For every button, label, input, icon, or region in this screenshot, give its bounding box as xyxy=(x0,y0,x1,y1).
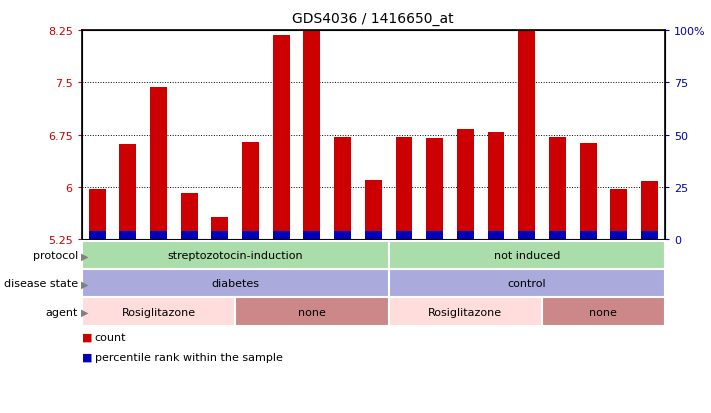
Text: protocol: protocol xyxy=(33,251,78,261)
Bar xyxy=(518,26,535,240)
Bar xyxy=(89,231,105,240)
Bar xyxy=(549,138,566,240)
Bar xyxy=(389,242,665,270)
Bar xyxy=(89,190,105,240)
Text: GDS4036 / 1416650_at: GDS4036 / 1416650_at xyxy=(292,12,454,26)
Text: count: count xyxy=(95,332,126,342)
Text: ▶: ▶ xyxy=(81,307,89,317)
Text: not induced: not induced xyxy=(493,251,560,261)
Bar xyxy=(119,231,137,240)
Bar xyxy=(181,231,198,240)
Bar xyxy=(242,142,259,240)
Bar xyxy=(211,231,228,240)
Bar xyxy=(389,298,542,326)
Bar xyxy=(235,298,389,326)
Bar xyxy=(610,190,627,240)
Bar xyxy=(365,180,382,240)
Text: ▶: ▶ xyxy=(81,279,89,289)
Bar xyxy=(304,26,321,240)
Text: ■: ■ xyxy=(82,352,92,362)
Bar xyxy=(579,231,597,240)
Bar xyxy=(426,139,443,240)
Bar xyxy=(150,88,167,240)
Bar xyxy=(119,144,137,240)
Bar xyxy=(395,138,412,240)
Bar xyxy=(211,217,228,240)
Bar xyxy=(181,194,198,240)
Bar xyxy=(395,231,412,240)
Bar xyxy=(457,130,474,240)
Bar xyxy=(426,231,443,240)
Text: ▶: ▶ xyxy=(81,251,89,261)
Text: agent: agent xyxy=(46,307,78,317)
Bar xyxy=(641,231,658,240)
Bar xyxy=(365,231,382,240)
Bar xyxy=(150,231,167,240)
Bar xyxy=(242,231,259,240)
Bar xyxy=(518,231,535,240)
Text: Rosiglitazone: Rosiglitazone xyxy=(122,307,196,317)
Bar xyxy=(82,242,389,270)
Bar xyxy=(82,298,235,326)
Bar xyxy=(488,231,505,240)
Bar xyxy=(273,36,289,240)
Bar xyxy=(549,231,566,240)
Bar xyxy=(641,182,658,240)
Text: control: control xyxy=(508,279,546,289)
Text: streptozotocin-induction: streptozotocin-induction xyxy=(167,251,303,261)
Text: percentile rank within the sample: percentile rank within the sample xyxy=(95,352,282,362)
Bar xyxy=(579,144,597,240)
Text: disease state: disease state xyxy=(4,279,78,289)
Bar xyxy=(610,231,627,240)
Bar xyxy=(389,270,665,298)
Bar xyxy=(457,231,474,240)
Bar xyxy=(334,231,351,240)
Text: Rosiglitazone: Rosiglitazone xyxy=(428,307,503,317)
Bar xyxy=(273,231,289,240)
Bar xyxy=(304,231,321,240)
Text: ■: ■ xyxy=(82,332,92,342)
Bar xyxy=(82,270,389,298)
Bar xyxy=(542,298,665,326)
Text: none: none xyxy=(298,307,326,317)
Bar xyxy=(488,133,505,240)
Text: diabetes: diabetes xyxy=(211,279,260,289)
Text: none: none xyxy=(589,307,617,317)
Bar xyxy=(334,138,351,240)
